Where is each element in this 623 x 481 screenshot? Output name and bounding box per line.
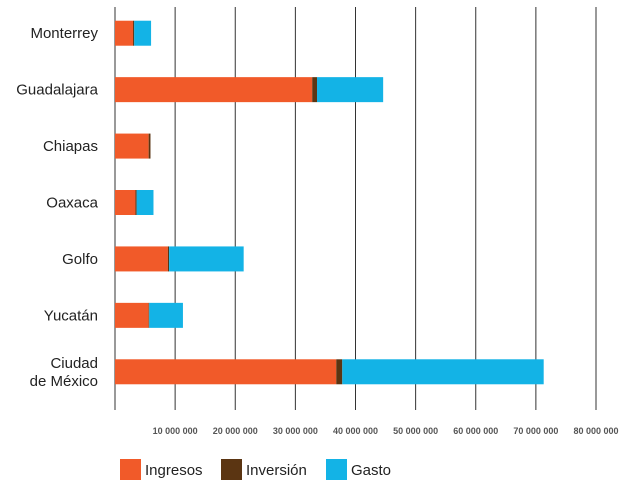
tick-labels: 10 000 000 20 000 000 30 000 000 40 000 000…: [153, 426, 619, 436]
legend-swatch-0: [120, 459, 141, 480]
bar-2-6: [342, 359, 544, 385]
bar-0-5: [115, 302, 149, 328]
tick-label-5: 60 000 000: [453, 426, 498, 436]
category-label-4: Golfo: [62, 251, 98, 268]
legend-label-0: Ingresos: [145, 462, 203, 479]
tick-label-0: 10 000 000: [153, 426, 198, 436]
legend: Ingresos Inversión Gasto: [120, 459, 391, 480]
legend-swatch-2: [326, 459, 347, 480]
bar-2-1: [317, 77, 384, 103]
bar-1-2: [148, 133, 151, 159]
tick-label-2: 30 000 000: [273, 426, 318, 436]
bar-1-3: [135, 190, 137, 215]
bar-0-0: [115, 20, 134, 46]
bar-1-0: [133, 20, 135, 46]
bar-0-6: [115, 359, 337, 385]
bar-2-3: [136, 190, 154, 215]
bar-2-4: [169, 246, 244, 272]
category-label-2: Chiapas: [43, 138, 98, 155]
bar-1-6: [336, 359, 343, 385]
legend-swatch-1: [221, 459, 242, 480]
grid-lines: [114, 7, 597, 410]
category-label-5: Yucatán: [44, 307, 98, 324]
category-label-0: Monterrey: [30, 25, 98, 42]
tick-label-6: 70 000 000: [513, 426, 558, 436]
tick-label-3: 40 000 000: [333, 426, 378, 436]
tick-label-7: 80 000 000: [573, 426, 618, 436]
bar-1-1: [312, 77, 318, 103]
bar-1-4: [167, 246, 170, 272]
bar-0-3: [115, 190, 136, 215]
bar-0-4: [115, 246, 168, 272]
legend-label-2: Gasto: [351, 462, 391, 479]
bar-0-2: [115, 133, 149, 159]
category-label-6: Ciudad de México: [30, 355, 98, 390]
bar-0-1: [115, 77, 313, 103]
tick-label-1: 20 000 000: [213, 426, 258, 436]
legend-label-1: Inversión: [246, 462, 307, 479]
bar-1-5: [148, 302, 150, 328]
category-labels: Monterrey Guadalajara Chiapas Oaxaca Golfo Yu…: [16, 25, 98, 390]
bar-2-5: [149, 302, 183, 328]
category-label-1: Guadalajara: [16, 82, 98, 99]
bar-2-0: [134, 20, 152, 46]
tick-label-4: 50 000 000: [393, 426, 438, 436]
bars: [115, 20, 544, 385]
category-label-3: Oaxaca: [46, 195, 98, 212]
